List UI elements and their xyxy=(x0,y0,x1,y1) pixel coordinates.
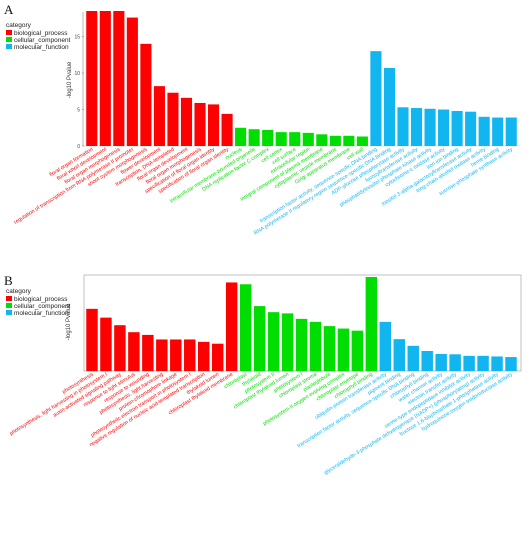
bar-b-1 xyxy=(100,317,112,371)
bar-a-4 xyxy=(140,43,152,147)
bar-b-14 xyxy=(281,313,294,371)
bar-b-30 xyxy=(505,357,517,371)
bar-b-27 xyxy=(463,355,475,371)
bar-a-28 xyxy=(465,111,477,146)
panel-a-legend-label-bp: biological_process xyxy=(14,30,68,37)
panel-a-letter: A xyxy=(4,2,14,17)
y-tick-label-1: 5 xyxy=(77,107,80,113)
panel-a-legend-label-mf: molecular_function xyxy=(14,44,69,51)
panel-a-y-ticks: 0 5 10 15 xyxy=(74,34,84,150)
panel-b-legend-swatch-bp xyxy=(6,296,12,301)
bar-a-25 xyxy=(424,108,436,146)
bar-b-9 xyxy=(211,343,224,371)
bar-b-21 xyxy=(379,321,392,371)
bar-a-11 xyxy=(235,127,247,146)
panel-b-letter: B xyxy=(4,273,13,288)
bar-b-16 xyxy=(309,321,322,371)
panel-b-legend-swatch-cc xyxy=(6,303,12,308)
panel-b-legend-label-mf: molecular_function xyxy=(14,310,69,317)
bar-a-24 xyxy=(410,108,423,146)
panel-b-legend-swatch-mf xyxy=(6,310,12,315)
bar-a-31 xyxy=(505,117,517,146)
bar-a-5 xyxy=(153,86,165,146)
bar-b-8 xyxy=(198,341,210,371)
bar-b-25 xyxy=(435,354,447,371)
bar-a-14 xyxy=(275,132,287,146)
bar-a-12 xyxy=(248,129,260,146)
bar-b-2 xyxy=(114,325,126,371)
bar-a-16 xyxy=(302,132,314,146)
bar-b-3 xyxy=(128,332,140,371)
bar-b-20 xyxy=(365,277,378,371)
bar-b-17 xyxy=(323,326,336,371)
bar-a-6 xyxy=(167,92,179,146)
bar-a-8 xyxy=(194,102,206,146)
panel-b-legend-title: category xyxy=(6,288,32,295)
bar-a-10 xyxy=(221,113,233,146)
panel-a: A -log10 Pvalue 0 5 10 15 floral organ form… xyxy=(4,2,520,237)
panel-a-bars xyxy=(86,11,517,147)
bar-b-23 xyxy=(407,345,419,371)
bar-a-20 xyxy=(356,136,368,146)
bar-b-12 xyxy=(253,306,266,371)
bar-a-2 xyxy=(113,11,125,146)
panel-a-legend-swatch-mf xyxy=(6,44,12,49)
bar-a-27 xyxy=(451,110,463,146)
panel-a-legend: category biological_process cellular_com… xyxy=(6,22,71,51)
panel-b-legend-label-cc: cellular_component xyxy=(14,303,71,310)
panel-a-legend-title: category xyxy=(6,22,32,29)
bar-a-0 xyxy=(86,11,98,146)
bar-b-4 xyxy=(142,334,154,371)
bar-b-19 xyxy=(351,330,364,371)
bar-b-11 xyxy=(239,284,252,371)
panel-a-legend-swatch-bp xyxy=(6,30,12,35)
y-tick-label-3: 15 xyxy=(74,34,80,40)
bar-a-19 xyxy=(343,135,355,146)
bar-b-6 xyxy=(170,339,182,371)
bar-a-7 xyxy=(180,97,193,146)
bar-a-30 xyxy=(492,117,504,146)
y-tick-label-2: 10 xyxy=(74,71,80,77)
panel-b-y-axis-title: -log10 Pvalue xyxy=(66,303,72,340)
bar-a-23 xyxy=(397,107,409,146)
bar-a-21 xyxy=(370,51,382,146)
bar-b-5 xyxy=(156,339,168,371)
bar-a-13 xyxy=(262,129,274,146)
panel-a-legend-label-cc: cellular_component xyxy=(14,37,71,44)
bar-b-0 xyxy=(86,308,98,371)
bar-a-1 xyxy=(99,11,111,146)
bar-a-22 xyxy=(383,67,396,146)
panel-b-bars xyxy=(86,277,517,371)
bar-b-13 xyxy=(267,312,280,371)
bar-a-9 xyxy=(208,104,220,146)
panel-b: B -log10 Pvalue photosynthesisphotosynth… xyxy=(4,273,522,476)
panel-b-legend: category biological_process cellular_com… xyxy=(6,288,71,317)
bar-b-10 xyxy=(225,282,238,371)
panel-a-legend-swatch-cc xyxy=(6,37,12,42)
bar-a-15 xyxy=(289,132,301,146)
bar-a-26 xyxy=(438,109,450,146)
bar-b-15 xyxy=(295,318,308,371)
bar-b-18 xyxy=(337,328,350,371)
bar-b-22 xyxy=(393,339,405,371)
bar-b-28 xyxy=(477,355,489,371)
y-tick-label-0: 0 xyxy=(77,144,80,150)
category-label-b-1: photosynthesis, light harvesting in phot… xyxy=(9,372,109,437)
bar-a-17 xyxy=(316,134,328,146)
bar-a-3 xyxy=(126,17,138,146)
bar-a-18 xyxy=(329,135,341,146)
bar-b-29 xyxy=(491,356,503,371)
bar-b-7 xyxy=(184,339,196,371)
bar-a-29 xyxy=(478,116,490,146)
panel-b-legend-label-bp: biological_process xyxy=(14,296,68,303)
bar-b-24 xyxy=(421,350,433,371)
panel-a-y-axis-title: -log10 Pvalue xyxy=(67,61,73,98)
bar-b-26 xyxy=(449,354,461,371)
